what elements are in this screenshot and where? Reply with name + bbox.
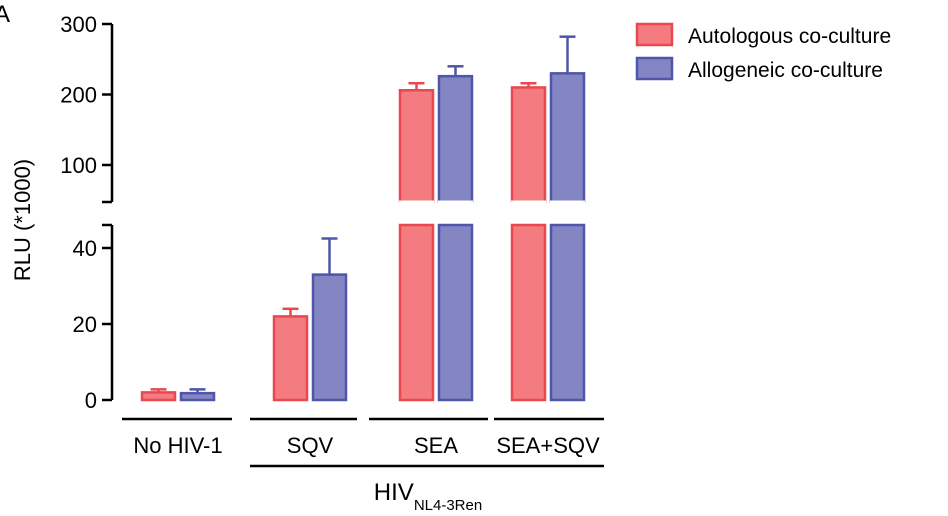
category-label-3: SEA+SQV — [496, 433, 600, 458]
group-label-text: HIVNL4-3Ren — [374, 479, 482, 514]
bar-1-1 — [311, 237, 348, 402]
bar-rect-upper — [549, 72, 586, 204]
bar-1-2 — [437, 65, 474, 402]
category-label-2: SEA — [414, 433, 458, 458]
bar-0-3 — [510, 81, 547, 402]
bar-0-0 — [140, 388, 177, 402]
bar-rect — [179, 391, 216, 402]
legend-swatch — [635, 56, 674, 81]
legend: Autologous co-culture Allogeneic co-cultu… — [635, 22, 891, 82]
bar-0-1 — [272, 307, 309, 402]
y-tick-label-20: 20 — [73, 312, 97, 337]
bar-rect-lower — [510, 223, 547, 402]
legend-label: Allogeneic co-culture — [688, 59, 883, 82]
y-tick-label-100: 100 — [60, 153, 97, 178]
group-label-subscript: NL4-3Ren — [414, 497, 482, 514]
legend-item-0: Autologous co-culture — [635, 22, 891, 48]
legend-label: Autologous co-culture — [688, 25, 891, 48]
category-labels: No HIV-1 SQV SEA SEA+SQV — [133, 433, 600, 458]
group-label-main: HIV — [374, 479, 414, 506]
y-tick-label-200: 200 — [60, 83, 97, 108]
y-tick-label-300: 300 — [60, 12, 97, 37]
bar-0-2 — [398, 81, 435, 402]
group-label: HIVNL4-3Ren — [250, 464, 604, 514]
bar-rect — [311, 273, 348, 402]
panel-letter: A — [0, 1, 10, 28]
bar-1-3 — [549, 35, 586, 402]
bar-rect-upper — [398, 89, 435, 204]
bar-rect-upper — [437, 74, 474, 204]
bar-rect-upper — [510, 86, 547, 204]
bar-1-0 — [179, 388, 216, 402]
category-label-1: SQV — [287, 433, 334, 458]
legend-swatch — [635, 22, 674, 47]
legend-item-1: Allogeneic co-culture — [635, 56, 883, 82]
bars-group — [140, 35, 586, 402]
bar-rect — [272, 315, 309, 402]
y-tick-label-0: 0 — [85, 388, 97, 413]
y-axis-label: RLU (*1000) — [10, 159, 35, 281]
y-tick-label-40: 40 — [73, 236, 97, 261]
category-label-0: No HIV-1 — [133, 433, 222, 458]
bar-rect-lower — [437, 223, 474, 402]
bar-rect-lower — [549, 223, 586, 402]
bar-rect-lower — [398, 223, 435, 402]
bar-rect — [140, 391, 177, 402]
axes: 0 20 40 100 200 300 — [60, 12, 604, 421]
